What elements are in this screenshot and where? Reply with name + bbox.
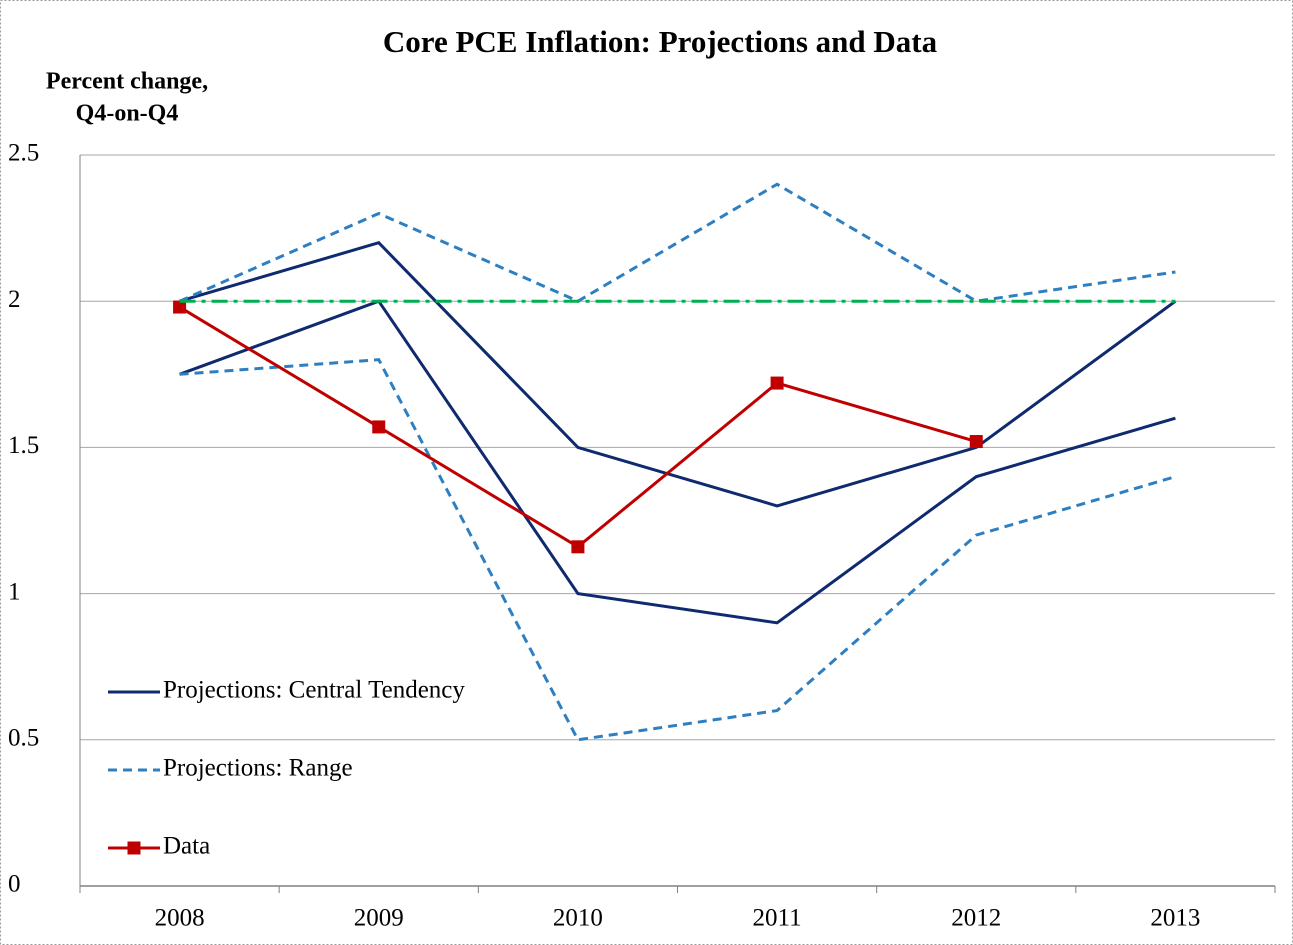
legend-marker (127, 841, 141, 855)
y-axis-label: Percent change, (46, 69, 208, 95)
y-tick-label: 1 (8, 578, 21, 605)
y-tick-label: 0 (8, 871, 21, 898)
data-marker (372, 420, 386, 434)
chart-title: Core PCE Inflation: Projections and Data (383, 24, 938, 59)
legend-label: Projections: Central Tendency (163, 677, 465, 704)
data-marker (969, 435, 983, 449)
y-tick-label: 0.5 (8, 725, 39, 752)
legend-label: Data (163, 833, 210, 860)
y-tick-label: 2 (8, 286, 21, 313)
x-tick-label: 2008 (155, 905, 205, 932)
data-marker (173, 300, 187, 314)
series-line (179, 299, 1176, 625)
x-tick-label: 2011 (753, 905, 802, 932)
series-line (178, 182, 1176, 303)
series-line (179, 241, 1177, 508)
series-line (179, 358, 1176, 742)
x-tick-label: 2010 (553, 905, 603, 932)
y-tick-label: 1.5 (8, 432, 39, 459)
legend-label: Projections: Range (163, 755, 353, 782)
data-marker (770, 376, 784, 390)
y-axis-label: Q4-on-Q4 (76, 101, 179, 127)
x-tick-label: 2013 (1150, 905, 1200, 932)
data-marker (571, 540, 585, 554)
x-tick-label: 2009 (354, 905, 404, 932)
x-tick-label: 2012 (951, 905, 1001, 932)
y-tick-label: 2.5 (8, 140, 39, 167)
